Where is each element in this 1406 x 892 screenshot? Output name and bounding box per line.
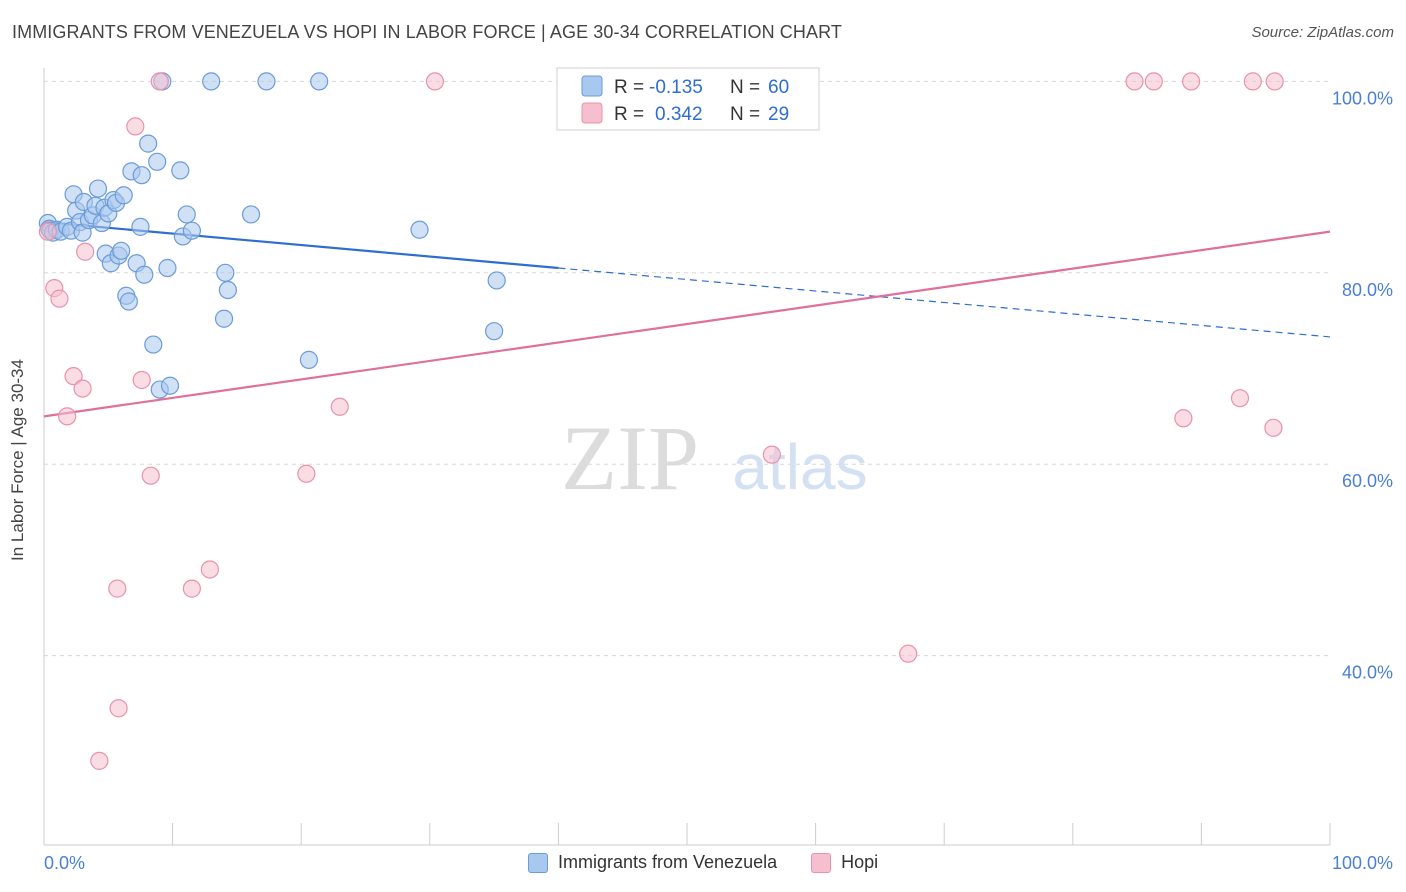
- point-venezuela: [241, 205, 261, 224]
- point-hopi: [425, 72, 445, 91]
- legend-n-value: 60: [768, 77, 789, 98]
- point-hopi: [141, 466, 160, 485]
- point-hopi: [76, 242, 95, 261]
- point-hopi: [58, 407, 77, 426]
- y-tick-label: 60.0%: [1342, 471, 1393, 491]
- legend-label: Hopi: [841, 852, 879, 872]
- watermark-atlas: atlas: [732, 431, 867, 503]
- point-hopi: [132, 370, 151, 390]
- point-hopi: [1174, 409, 1193, 428]
- point-venezuela: [88, 179, 108, 198]
- y-tick-label: 40.0%: [1342, 663, 1393, 683]
- axes: [43, 68, 1331, 846]
- point-venezuela: [148, 152, 167, 171]
- point-venezuela: [158, 258, 177, 278]
- legend-swatch-blue: [581, 75, 603, 97]
- point-hopi: [90, 751, 109, 770]
- point-venezuela: [202, 72, 221, 91]
- point-hopi: [200, 560, 219, 579]
- point-hopi: [109, 699, 128, 718]
- point-hopi: [330, 397, 349, 416]
- point-venezuela: [299, 350, 319, 369]
- point-venezuela: [114, 186, 133, 205]
- legend-r-label: R =: [614, 104, 644, 125]
- point-hopi: [1265, 72, 1284, 91]
- trend-lines: [43, 220, 1331, 418]
- series-legend: Immigrants from Venezuela Hopi: [528, 852, 902, 873]
- trend-line-venezuela-projection: [558, 267, 1331, 338]
- trend-line-hopi: [43, 230, 1331, 418]
- point-hopi: [1125, 72, 1144, 91]
- legend-item-hopi: Hopi: [811, 852, 878, 873]
- point-venezuela: [218, 280, 237, 300]
- point-hopi: [297, 464, 316, 483]
- stats-legend: R = -0.135 N = 60 R = 0.342 N = 29: [556, 67, 820, 131]
- point-hopi: [1264, 418, 1283, 437]
- point-venezuela: [310, 72, 329, 91]
- point-venezuela: [177, 205, 196, 224]
- point-hopi: [64, 367, 83, 386]
- legend-label: Immigrants from Venezuela: [558, 852, 778, 872]
- legend-n-label: N =: [730, 77, 760, 98]
- point-hopi: [182, 579, 201, 598]
- grid: [44, 80, 1330, 657]
- point-venezuela: [131, 217, 150, 236]
- point-hopi: [73, 379, 92, 398]
- point-venezuela: [257, 72, 276, 91]
- legend-swatch-pink: [811, 852, 832, 873]
- point-venezuela: [182, 221, 201, 240]
- point-venezuela: [160, 376, 180, 395]
- y-tick-label: 100.0%: [1332, 88, 1393, 108]
- point-hopi: [1230, 389, 1250, 408]
- point-hopi: [762, 445, 781, 464]
- point-venezuela: [112, 241, 131, 260]
- point-venezuela: [214, 309, 234, 328]
- point-hopi: [899, 644, 918, 663]
- legend-item-venezuela: Immigrants from Venezuela: [528, 852, 777, 873]
- chart-title: IMMIGRANTS FROM VENEZUELA VS HOPI IN LAB…: [12, 22, 842, 42]
- point-venezuela: [487, 271, 506, 290]
- x-tick-label: 0.0%: [44, 853, 85, 873]
- point-venezuela: [139, 134, 158, 153]
- legend-n-value: 29: [768, 104, 789, 125]
- point-hopi: [38, 222, 57, 241]
- point-hopi: [150, 72, 169, 91]
- point-venezuela: [410, 220, 429, 239]
- point-hopi: [126, 117, 145, 136]
- point-hopi: [108, 579, 127, 598]
- legend-r-value: -0.135: [649, 77, 703, 98]
- point-hopi: [50, 289, 69, 308]
- point-hopi: [1243, 72, 1262, 91]
- legend-r-label: R =: [614, 77, 644, 98]
- source-credit: Source: ZipAtlas.com: [1251, 24, 1394, 41]
- point-hopi: [1182, 72, 1201, 91]
- point-venezuela: [216, 263, 235, 282]
- point-hopi: [1144, 72, 1163, 91]
- point-venezuela: [135, 265, 154, 284]
- watermark: ZIP atlas: [561, 407, 868, 509]
- legend-swatch-blue: [528, 852, 548, 873]
- x-tick-label: 100.0%: [1332, 853, 1393, 873]
- point-venezuela: [171, 161, 190, 180]
- trend-line-venezuela: [43, 220, 559, 270]
- legend-n-label: N =: [730, 104, 760, 125]
- point-venezuela: [485, 322, 504, 341]
- data-points: [38, 72, 1284, 770]
- point-venezuela: [119, 292, 138, 311]
- watermark-zip: ZIP: [561, 407, 699, 509]
- point-venezuela: [144, 335, 163, 354]
- point-venezuela: [132, 166, 151, 185]
- y-tick-label: 80.0%: [1342, 280, 1393, 300]
- legend-swatch-pink: [581, 102, 603, 124]
- legend-r-value: 0.342: [655, 104, 703, 125]
- tick-labels: 100.0% 80.0% 60.0% 40.0% 0.0% 100.0%: [44, 88, 1393, 873]
